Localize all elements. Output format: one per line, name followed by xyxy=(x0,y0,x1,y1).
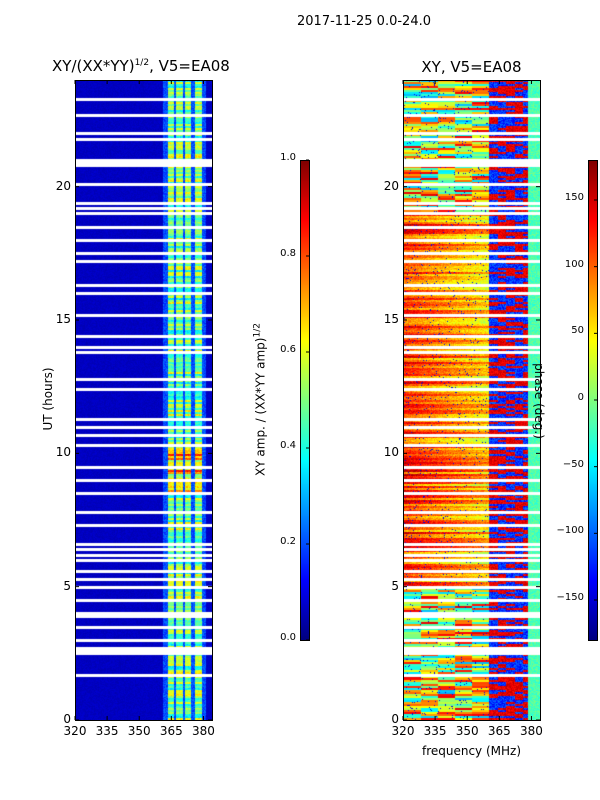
xlabel: frequency (MHz) xyxy=(421,744,522,758)
colorbar-tick-label: −50 xyxy=(562,458,584,470)
colorbar-tick-label: 0.0 xyxy=(280,632,296,643)
x-tick-label: 365 xyxy=(159,724,183,738)
y-tick-label: 0 xyxy=(391,712,399,726)
y-tick-label: 10 xyxy=(383,445,399,460)
x-tick-label: 350 xyxy=(455,724,479,738)
y-tick-label: 15 xyxy=(55,312,71,326)
left-title-main: XY/(XX*YY) xyxy=(52,57,135,75)
y-tick-label: 15 xyxy=(383,312,399,326)
y-tick-label: 5 xyxy=(63,578,71,593)
colorbar-tick-label: 0.6 xyxy=(280,344,296,355)
colorbar-tick-label: 0 xyxy=(577,392,584,403)
colorbar-frame xyxy=(588,160,598,641)
plot-frame xyxy=(75,80,213,721)
y-tick-label: 20 xyxy=(55,178,71,193)
x-tick-label: 320 xyxy=(391,724,415,738)
colorbar-tick-label: 0.8 xyxy=(280,248,296,259)
left-title-tail: , V5=EA08 xyxy=(149,57,230,75)
colorbar-tick-label: 0.4 xyxy=(280,440,296,451)
x-tick-label: 350 xyxy=(127,724,151,738)
amplitude-colorbar xyxy=(300,160,309,640)
y-tick-label: 5 xyxy=(391,578,399,593)
x-tick-label: 335 xyxy=(95,724,119,738)
right-plot-title: XY, V5=EA08 xyxy=(421,58,522,76)
colorbar-tick-label: 150 xyxy=(564,192,584,203)
left-plot-title: XY/(XX*YY)1/2, V5=EA08 xyxy=(52,57,230,75)
plot-frame xyxy=(403,80,541,721)
y-tick-label: 10 xyxy=(55,445,71,460)
x-tick-label: 380 xyxy=(191,724,215,738)
left-title-sup: 1/2 xyxy=(134,58,150,68)
x-tick-label: 335 xyxy=(423,724,447,738)
x-tick-label: 380 xyxy=(519,724,543,738)
colorbar-tick-label: −100 xyxy=(556,525,584,537)
amplitude-heatmap xyxy=(75,80,212,720)
suptitle: 2017-11-25 0.0-24.0 xyxy=(297,14,431,29)
x-tick-label: 365 xyxy=(487,724,511,738)
colorbar-frame xyxy=(300,160,310,641)
x-tick-label: 320 xyxy=(63,724,87,738)
colorbar-tick-label: 1.0 xyxy=(280,152,296,163)
y-tick-label: 20 xyxy=(383,178,399,193)
phase-colorbar xyxy=(588,160,597,640)
y-tick-label: 0 xyxy=(63,712,71,726)
colorbar-tick-label: −150 xyxy=(556,592,584,603)
colorbar-tick-label: 50 xyxy=(571,325,584,337)
phase-heatmap xyxy=(403,80,540,720)
colorbar-tick-label: 0.2 xyxy=(280,536,296,547)
colorbar-tick-label: 100 xyxy=(564,258,584,270)
